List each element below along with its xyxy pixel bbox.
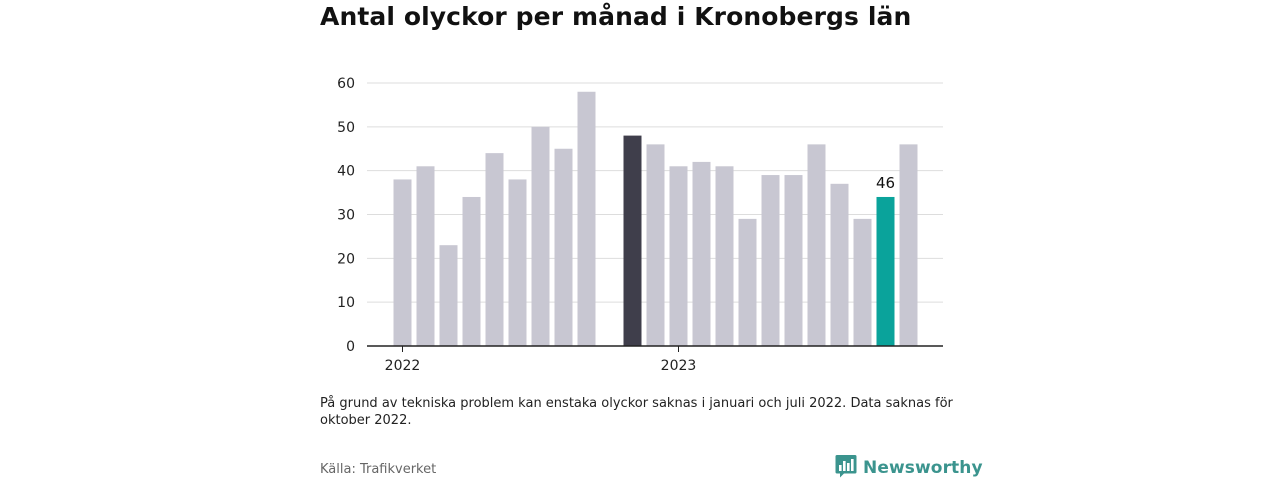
bar-2022-01 <box>393 179 412 346</box>
y-tick-label: 60 <box>337 76 355 92</box>
y-tick-label: 0 <box>346 339 355 355</box>
bar-2023-10 <box>876 196 895 346</box>
y-tick-label: 20 <box>337 251 355 267</box>
chart-note: På grund av tekniska problem kan enstaka… <box>320 396 953 428</box>
bar-2023-06 <box>784 175 803 346</box>
bar-2023-07 <box>807 144 826 346</box>
bar-2022-04 <box>462 196 481 346</box>
bar-2022-09 <box>577 91 596 347</box>
y-tick-label: 40 <box>337 164 355 180</box>
bar-2023-03 <box>715 166 734 346</box>
brand-name: Newsworthy <box>863 458 983 478</box>
source-label: Källa: Trafikverket <box>320 462 437 477</box>
y-tick-label: 50 <box>337 120 355 136</box>
bar-2022-08 <box>554 148 573 346</box>
x-tick-label: 2022 <box>385 358 421 374</box>
bar-2022-06 <box>508 179 527 346</box>
bar-2023-05 <box>761 175 780 346</box>
bar-2022-07 <box>531 126 550 346</box>
chart-title: Antal olyckor per månad i Kronobergs län <box>320 2 912 31</box>
bar-2023-01 <box>669 166 688 346</box>
bar-2023-04 <box>738 218 757 346</box>
bar-2023-08 <box>830 183 849 346</box>
bar-2022-11 <box>623 135 642 346</box>
x-tick-label: 2023 <box>661 358 697 374</box>
y-tick-label: 30 <box>337 208 355 224</box>
bar-2022-02 <box>416 166 435 346</box>
bar-2022-03 <box>439 245 458 346</box>
bar-2023-09 <box>853 218 872 346</box>
brand-logo[interactable]: Newsworthy <box>835 455 983 481</box>
bar-chart-logo-icon <box>835 454 857 482</box>
bar-2022-12 <box>646 144 665 346</box>
bar-chart: 0 10 20 30 40 50 60 46 2022 2023 <box>337 76 943 374</box>
data-label: 46 <box>876 174 895 192</box>
y-tick-label: 10 <box>337 295 355 311</box>
bar-2023-02 <box>692 161 711 346</box>
bar-2022-05 <box>485 153 504 346</box>
bar-2023-11 <box>899 144 918 346</box>
